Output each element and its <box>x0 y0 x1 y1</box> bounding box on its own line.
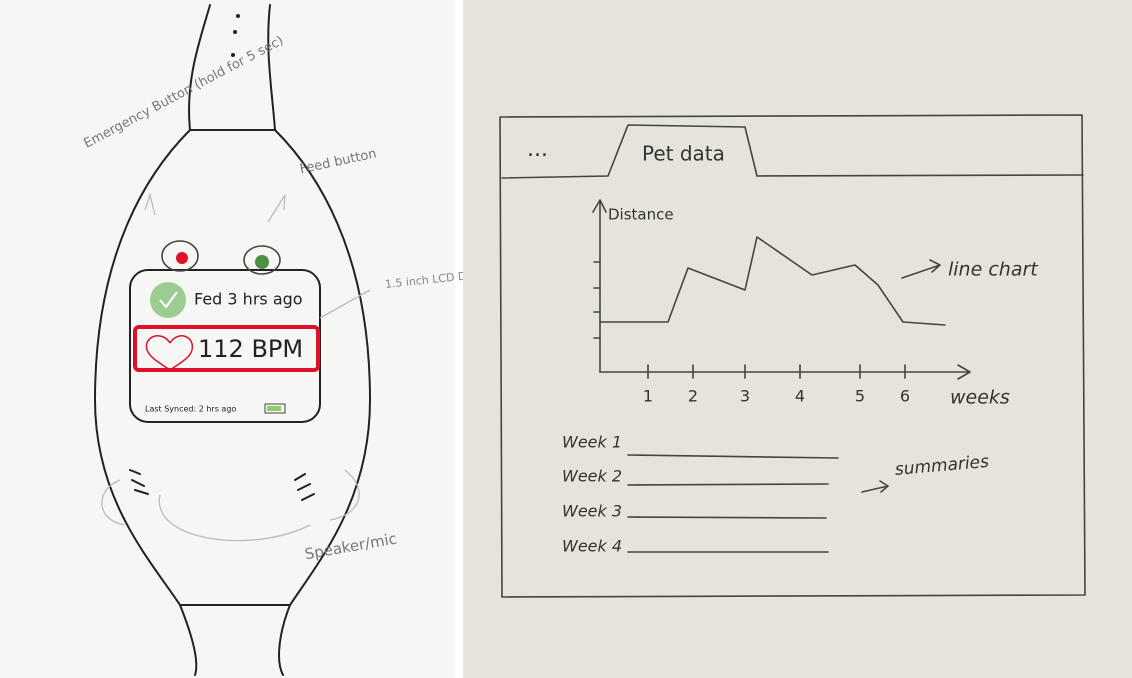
x-tick-label: 5 <box>855 387 865 406</box>
y-axis-label: Distance <box>608 206 674 224</box>
x-tick-label: 2 <box>688 387 698 406</box>
tab: ... <box>527 137 548 162</box>
app-outline <box>499 114 1086 598</box>
x-tick-label: 4 <box>795 387 805 406</box>
chart-annotation: line chart <box>948 259 1039 281</box>
fed-status: Fed 3 hrs ago <box>194 290 303 309</box>
last-synced: Last Synced: 2 hrs ago <box>145 405 236 414</box>
watch-panel <box>0 0 455 678</box>
summary-row: Week 1 <box>562 433 622 452</box>
app-panel <box>463 0 1132 678</box>
x-ticks: 1 2 3 4 5 6 <box>643 387 910 406</box>
summary-rows: Week 1 Week 2 Week 3 Week 4 <box>562 433 622 556</box>
x-tick-label: 3 <box>740 387 750 406</box>
summary-row: Week 4 <box>562 537 622 556</box>
x-tick-label: 1 <box>643 387 653 406</box>
heart-rate: 112 BPM <box>198 335 303 363</box>
x-axis-label: weeks <box>950 387 1010 409</box>
summary-row: Week 2 <box>562 467 622 486</box>
watch-outline <box>94 4 371 676</box>
tab: Pet data <box>642 142 725 166</box>
x-tick-label: 6 <box>900 387 910 406</box>
summary-row: Week 3 <box>562 502 622 521</box>
